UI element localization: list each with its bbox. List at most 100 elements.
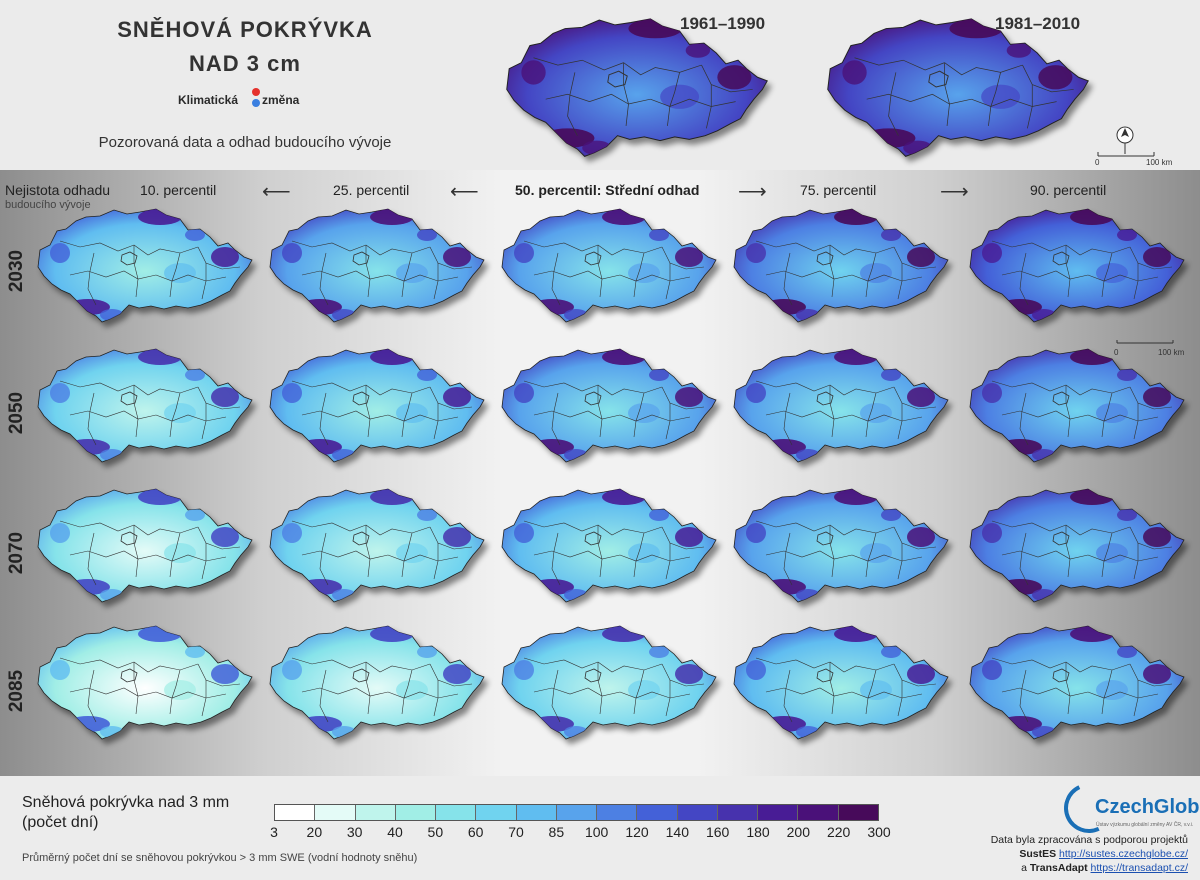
credits-and: a: [1021, 862, 1027, 874]
legend-swatch: [315, 805, 356, 820]
projection-map: [30, 345, 260, 470]
title-line1: SNĚHOVÁ POKRÝVKA: [117, 17, 373, 42]
percentile-10-label: 10. percentil: [140, 182, 217, 198]
blue-dot-icon: [252, 99, 260, 107]
projection-map: [962, 345, 1192, 470]
legend-tick: 60: [467, 824, 484, 840]
year-label: 2050: [6, 391, 27, 435]
projection-map: [494, 485, 724, 610]
legend-swatch: [677, 805, 718, 820]
year-label: 2085: [6, 669, 27, 713]
period-label: 1961–1990: [680, 14, 766, 33]
map-grid: Nejistota odhadu budoucího vývoje 10. pe…: [0, 170, 1200, 776]
brand-logo: Klimatická změna: [178, 88, 308, 110]
credits-line: Data byla zpracována s podporou projektů: [990, 834, 1188, 846]
legend-tick: 40: [387, 824, 403, 840]
projection-map: [962, 622, 1192, 747]
year-label: 2030: [6, 249, 27, 293]
arrow-right-icon: ⟶: [738, 181, 767, 203]
subtitle: Pozorovaná data a odhad budoucího vývoje: [98, 134, 392, 151]
legend-swatch: [516, 805, 557, 820]
projection-map: [30, 485, 260, 610]
logo-subtitle: Ústav výzkumu globální změny AV ČR, v.v.…: [1096, 822, 1194, 828]
scale-distance: 100 km: [1158, 348, 1185, 357]
legend-tick: 120: [625, 824, 649, 840]
legend-tick: 140: [665, 824, 689, 840]
reference-map: [818, 12, 1098, 167]
legend-tick: 300: [867, 824, 891, 840]
projection-map: [262, 485, 492, 610]
percentile-75-label: 75. percentil: [800, 182, 877, 198]
legend-tick: 100: [584, 824, 609, 840]
legend-tick: 200: [786, 824, 810, 840]
scale-bar-top: 0 100 km: [1094, 150, 1174, 167]
title-line2: NAD 3 cm: [189, 51, 301, 76]
legend-title: Sněhová pokrývka nad 3 mm: [22, 794, 230, 811]
legend-note: Průměrný počet dní se sněhovou pokrývkou…: [22, 852, 418, 864]
scale-bar-grid: 0 100 km: [1113, 340, 1193, 357]
legend-swatch: [476, 805, 517, 820]
uncertainty-label: Nejistota odhadu: [5, 182, 111, 198]
legend-tick: 70: [508, 824, 524, 840]
scale-zero: 0: [1095, 158, 1100, 167]
scale-distance: 100 km: [1146, 158, 1173, 167]
projection-map: [30, 622, 260, 747]
legend-swatch: [798, 805, 839, 820]
projection-map: [494, 622, 724, 747]
projection-map: [726, 205, 956, 330]
legend-tick: 20: [306, 824, 323, 840]
color-scale: [274, 804, 879, 821]
legend-tick: 85: [548, 824, 565, 840]
projection-map: [262, 345, 492, 470]
scale-zero: 0: [1114, 348, 1119, 357]
arrow-left-icon: ⟵: [262, 181, 291, 203]
red-dot-icon: [252, 88, 260, 96]
legend-swatch: [637, 805, 678, 820]
project1-name: SustES: [1019, 848, 1057, 860]
credits-project1: SustES http://sustes.czechglobe.cz/: [1019, 848, 1188, 860]
legend-swatch: [838, 805, 878, 820]
projection-map: [494, 205, 724, 330]
brand-word2: změna: [262, 93, 300, 107]
credits-project2: a TransAdapt https://transadapt.cz/: [1021, 862, 1188, 874]
legend: Sněhová pokrývka nad 3 mm (počet dní) 3 2…: [0, 775, 1200, 880]
project2-name: TransAdapt: [1029, 862, 1088, 874]
projection-map: [726, 485, 956, 610]
legend-swatch: [717, 805, 759, 820]
header: SNĚHOVÁ POKRÝVKA NAD 3 cm Klimatická změ…: [0, 0, 1200, 170]
projection-map: [262, 622, 492, 747]
legend-tick: 3: [270, 824, 278, 840]
arrow-right-icon: ⟶: [940, 181, 969, 203]
percentile-25-label: 25. percentil: [333, 182, 410, 198]
arrow-left-icon: ⟵: [450, 181, 479, 203]
legend-swatch: [355, 805, 396, 820]
projection-map: [494, 345, 724, 470]
legend-tick: 220: [826, 824, 851, 840]
legend-swatch: [275, 805, 316, 820]
reference-map: [497, 12, 777, 167]
percentile-90-label: 90. percentil: [1030, 182, 1107, 198]
uncertainty-sublabel: budoucího vývoje: [5, 199, 91, 211]
legend-swatch: [758, 805, 799, 820]
legend-swatch: [556, 805, 598, 820]
percentile-50-label: 50. percentil: Střední odhad: [515, 182, 700, 198]
north-arrow-icon: [1116, 126, 1134, 154]
projection-map: [726, 622, 956, 747]
projection-map: [962, 205, 1192, 330]
projection-map: [726, 345, 956, 470]
legend-tick: 180: [746, 824, 770, 840]
legend-tick: 30: [346, 824, 363, 840]
legend-tick: 50: [427, 824, 444, 840]
legend-swatch: [436, 805, 477, 820]
period-label: 1981–2010: [995, 14, 1081, 33]
year-label: 2070: [6, 531, 27, 575]
legend-unit: (počet dní): [22, 814, 99, 831]
brand-word1: Klimatická: [178, 93, 239, 107]
project2-link[interactable]: https://transadapt.cz/: [1090, 862, 1188, 874]
project1-link[interactable]: http://sustes.czechglobe.cz/: [1059, 848, 1188, 860]
legend-swatch: [597, 805, 638, 820]
legend-tick: 160: [705, 824, 730, 840]
logo-name: CzechGlobe: [1095, 796, 1200, 818]
projection-map: [962, 485, 1192, 610]
legend-swatch: [395, 805, 437, 820]
